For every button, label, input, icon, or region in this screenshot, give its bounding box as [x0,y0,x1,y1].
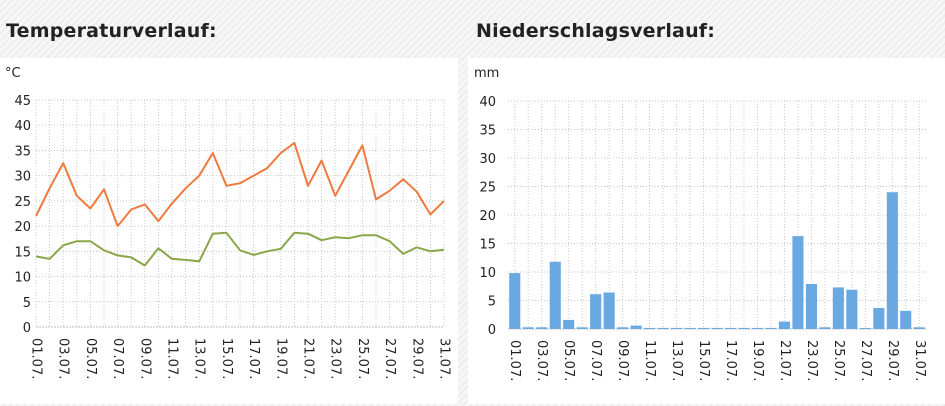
y-tick-label: 5 [23,296,31,311]
y-tick-label: 30 [14,170,31,185]
precipitation-bar [725,327,737,329]
precipitation-bar [778,321,790,329]
x-tick-label: 25.07. [831,340,846,381]
y-tick-label: 5 [488,295,496,310]
y-axis-unit-label: °C [5,66,21,81]
x-tick-label: 09.07. [615,340,630,381]
temperature-min-line [35,231,445,267]
precipitation-bar [698,327,710,329]
x-tick-label: 05.07. [561,340,576,381]
y-tick-label: 25 [479,181,496,196]
precipitation-bar [590,294,602,329]
y-tick-label: 40 [479,95,496,110]
x-tick-label: 01.07. [507,340,522,381]
precipitation-bar [644,327,656,329]
precipitation-bar [617,327,629,329]
precipitation-heading: Niederschlagsverlauf: [476,20,716,42]
precipitation-bar [805,284,817,329]
y-tick-label: 10 [479,266,496,281]
precipitation-bar [913,327,925,329]
x-tick-label: 03.07. [56,338,71,379]
x-tick-label: 31.07. [437,338,452,379]
x-tick-label: 13.07. [192,338,207,379]
x-tick-label: 13.07. [669,340,684,381]
precipitation-bar [873,307,885,329]
precipitation-bar [765,327,777,329]
y-tick-label: 25 [14,195,31,210]
precipitation-bar [563,319,575,329]
x-tick-label: 07.07. [588,340,603,381]
precipitation-bar [630,325,642,329]
x-tick-label: 23.07. [328,338,343,379]
precipitation-chart: mm 0 5 10 15 20 25 30 35 40 01.07. 03.07. 05.07. 07.0… [474,66,927,381]
x-tick-label: 09.07. [137,338,152,379]
precipitation-bar [819,327,831,329]
y-tick-label: 35 [14,144,31,159]
y-tick-label: 15 [479,238,496,253]
x-tick-label: 25.07. [355,338,370,379]
precipitation-bar [549,261,561,329]
temperature-chart-panel: °C 0 5 10 15 20 25 30 35 40 45 01.07. 03.07. 05.07. 07… [0,58,458,404]
x-tick-label: 15.07. [219,338,234,379]
x-tick-label: 29.07. [885,340,900,381]
precipitation-bar [832,287,844,329]
y-tick-label: 40 [14,119,31,134]
y-tick-label: 30 [479,152,496,167]
temperature-heading: Temperaturverlauf: [6,20,217,42]
x-tick-label: 15.07. [696,340,711,381]
precipitation-bar [576,327,588,329]
x-tick-label: 11.07. [165,338,180,379]
precipitation-bar [603,292,615,329]
y-tick-label: 15 [14,245,31,260]
precipitation-bar [671,327,683,329]
precipitation-bar [738,327,750,329]
precipitation-bar [792,236,804,329]
precipitation-bar [711,327,723,329]
x-tick-label: 05.07. [83,338,98,379]
x-tick-label: 07.07. [110,338,125,379]
x-tick-label: 11.07. [642,340,657,381]
precipitation-bar [536,327,548,329]
temperature-max-line [35,141,445,228]
x-tick-label: 19.07. [273,338,288,379]
x-tick-label: 27.07. [382,338,397,379]
precipitation-bar [509,273,521,329]
precipitation-chart-panel: mm 0 5 10 15 20 25 30 35 40 01.07. 03.07. 05.07. 07.0… [468,58,945,404]
y-tick-label: 20 [479,209,496,224]
y-tick-label: 10 [14,271,31,286]
x-tick-label: 21.07. [777,340,792,381]
precipitation-bar [846,289,858,329]
y-tick-label: 0 [488,323,496,338]
precipitation-bar [522,327,534,329]
y-axis-unit-label: mm [474,66,499,81]
x-tick-label: 19.07. [750,340,765,381]
x-tick-label: 03.07. [534,340,549,381]
precipitation-bar [657,327,669,329]
x-tick-label: 17.07. [723,340,738,381]
y-tick-label: 35 [479,124,496,139]
x-tick-label: 17.07. [246,338,261,379]
precipitation-bar [684,327,696,329]
precipitation-bar [900,310,912,329]
precipitation-bar [859,327,871,329]
precipitation-bar [751,327,763,329]
y-tick-label: 20 [14,220,31,235]
x-tick-label: 31.07. [912,340,927,381]
y-tick-label: 45 [14,94,31,109]
y-tick-label: 0 [23,321,31,336]
temperature-chart: °C 0 5 10 15 20 25 30 35 40 45 01.07. 03.07. 05.07. 07… [5,66,452,379]
x-tick-label: 21.07. [301,338,316,379]
x-tick-label: 27.07. [858,340,873,381]
x-tick-label: 01.07. [29,338,44,379]
x-tick-label: 29.07. [409,338,424,379]
x-tick-label: 23.07. [804,340,819,381]
precipitation-bar [886,192,898,329]
